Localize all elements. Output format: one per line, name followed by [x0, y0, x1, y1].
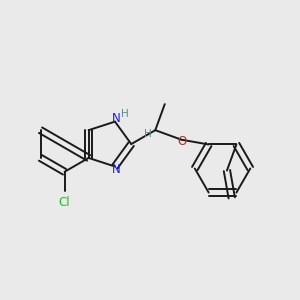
- Text: N: N: [112, 112, 120, 125]
- Text: H: H: [121, 109, 129, 119]
- Text: Cl: Cl: [59, 196, 70, 209]
- Text: O: O: [178, 135, 187, 148]
- Text: N: N: [112, 163, 120, 176]
- Text: H: H: [145, 129, 152, 139]
